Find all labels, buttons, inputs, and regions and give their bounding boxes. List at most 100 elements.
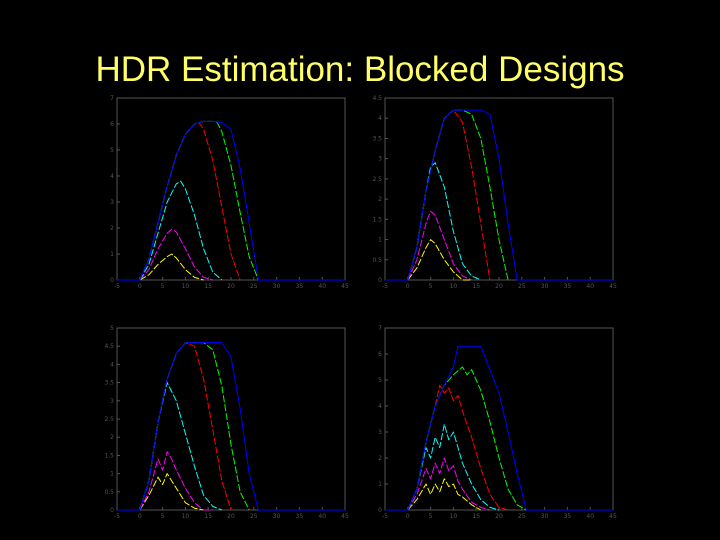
y-tick-label: 7 bbox=[110, 95, 114, 102]
series-line bbox=[117, 120, 345, 281]
x-tick-label: 35 bbox=[564, 513, 572, 520]
y-tick-label: 4.5 bbox=[372, 95, 382, 102]
y-tick-label: 2.5 bbox=[372, 176, 382, 183]
series-line bbox=[139, 473, 204, 511]
x-tick-label: 20 bbox=[227, 283, 235, 290]
x-tick-label: 45 bbox=[609, 513, 617, 520]
x-tick-label: -5 bbox=[382, 513, 388, 520]
x-tick-label: 10 bbox=[450, 513, 458, 520]
y-tick-label: 3.5 bbox=[104, 380, 114, 387]
x-tick-label: 35 bbox=[296, 283, 304, 290]
y-tick-label: 2 bbox=[378, 196, 382, 203]
y-tick-label: 3 bbox=[378, 429, 382, 436]
series-line bbox=[407, 109, 491, 281]
x-tick-label: 30 bbox=[541, 513, 549, 520]
y-tick-label: 4 bbox=[110, 173, 114, 180]
series-line bbox=[385, 345, 613, 511]
y-tick-label: 2 bbox=[378, 455, 382, 462]
y-tick-label: 4.5 bbox=[104, 343, 114, 350]
x-tick-label: 10 bbox=[182, 283, 190, 290]
y-tick-label: 1 bbox=[378, 237, 382, 244]
series-line bbox=[139, 180, 223, 281]
x-tick-label: 40 bbox=[318, 513, 326, 520]
x-tick-label: 40 bbox=[586, 283, 594, 290]
y-tick-label: 1 bbox=[110, 251, 114, 258]
series-line bbox=[407, 423, 500, 511]
y-tick-label: 6 bbox=[378, 351, 382, 358]
x-tick-label: 0 bbox=[406, 283, 410, 290]
x-tick-label: 5 bbox=[429, 283, 433, 290]
x-tick-label: 40 bbox=[318, 283, 326, 290]
x-tick-label: 35 bbox=[296, 513, 304, 520]
y-tick-label: 3.5 bbox=[372, 135, 382, 142]
x-tick-label: 15 bbox=[472, 513, 480, 520]
y-tick-label: 6 bbox=[110, 121, 114, 128]
series-line bbox=[407, 366, 527, 511]
x-tick-label: -5 bbox=[382, 283, 388, 290]
y-tick-label: 0 bbox=[378, 277, 382, 284]
y-tick-label: 3 bbox=[378, 156, 382, 163]
series-line bbox=[407, 457, 491, 511]
y-tick-label: 5 bbox=[110, 325, 114, 332]
y-tick-label: 4 bbox=[378, 403, 382, 410]
x-tick-label: 0 bbox=[406, 513, 410, 520]
x-tick-label: 30 bbox=[541, 283, 549, 290]
y-tick-label: 5 bbox=[110, 147, 114, 154]
series-line bbox=[407, 239, 472, 281]
x-tick-label: 25 bbox=[250, 513, 258, 520]
y-tick-label: 5 bbox=[378, 377, 382, 384]
x-tick-label: 20 bbox=[495, 283, 503, 290]
x-tick-label: 15 bbox=[204, 513, 212, 520]
x-tick-label: 25 bbox=[250, 283, 258, 290]
y-tick-label: 2.5 bbox=[104, 416, 114, 423]
series-line bbox=[139, 253, 204, 281]
y-tick-label: 1.5 bbox=[372, 216, 382, 223]
x-tick-label: 5 bbox=[161, 513, 165, 520]
series-line bbox=[407, 162, 481, 281]
series-line bbox=[139, 120, 259, 281]
y-tick-label: 2 bbox=[110, 225, 114, 232]
slide-title: HDR Estimation: Blocked Designs bbox=[95, 50, 625, 89]
x-tick-label: 15 bbox=[204, 283, 212, 290]
y-tick-label: 0 bbox=[378, 507, 382, 514]
x-tick-label: 30 bbox=[273, 513, 281, 520]
x-tick-label: 5 bbox=[429, 513, 433, 520]
series-line bbox=[407, 210, 472, 281]
plot-frame bbox=[384, 97, 614, 281]
y-tick-label: 4 bbox=[378, 115, 382, 122]
x-tick-label: 45 bbox=[609, 283, 617, 290]
y-tick-label: 1.5 bbox=[104, 452, 114, 459]
series-line bbox=[139, 451, 213, 511]
series-line bbox=[139, 342, 232, 511]
y-tick-label: 0.5 bbox=[104, 489, 114, 496]
y-tick-label: 0 bbox=[110, 277, 114, 284]
x-tick-label: 20 bbox=[495, 513, 503, 520]
plot-panel-bottom-left: -5 0 5 10 15 20 25 30 35 40 4500.511.522.533.544.5… bbox=[104, 325, 349, 520]
y-tick-label: 1 bbox=[110, 471, 114, 478]
series-line bbox=[407, 478, 482, 511]
y-tick-label: 3 bbox=[110, 398, 114, 405]
series-line bbox=[385, 109, 613, 281]
x-tick-label: 25 bbox=[518, 283, 526, 290]
x-tick-label: 15 bbox=[472, 283, 480, 290]
y-tick-label: 0.5 bbox=[372, 257, 382, 264]
x-tick-label: 10 bbox=[450, 283, 458, 290]
x-tick-label: 20 bbox=[227, 513, 235, 520]
x-tick-label: -5 bbox=[114, 283, 120, 290]
y-tick-label: 3 bbox=[110, 199, 114, 206]
x-tick-label: 40 bbox=[586, 513, 594, 520]
series-line bbox=[117, 342, 345, 511]
x-tick-label: 30 bbox=[273, 283, 281, 290]
x-tick-label: 10 bbox=[182, 513, 190, 520]
y-tick-label: 7 bbox=[378, 325, 382, 332]
x-tick-label: 0 bbox=[138, 283, 142, 290]
series-line bbox=[139, 382, 223, 511]
x-tick-label: 45 bbox=[341, 513, 349, 520]
x-tick-label: -5 bbox=[114, 513, 120, 520]
plot-frame bbox=[384, 327, 614, 511]
x-tick-label: 35 bbox=[564, 283, 572, 290]
